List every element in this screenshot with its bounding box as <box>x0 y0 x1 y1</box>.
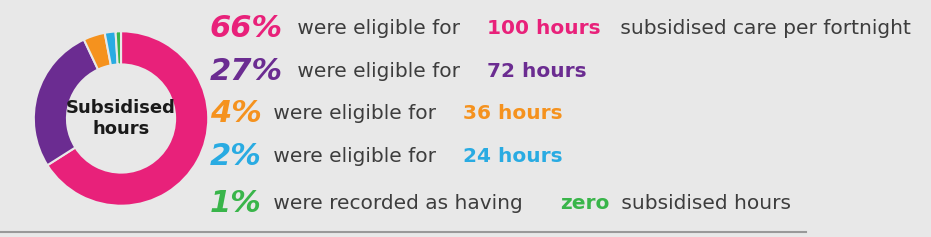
Text: 100 hours: 100 hours <box>487 19 600 38</box>
Text: 66%: 66% <box>209 14 283 43</box>
Text: were eligible for: were eligible for <box>267 104 443 123</box>
Text: 72 hours: 72 hours <box>487 62 587 81</box>
Wedge shape <box>115 31 121 64</box>
Text: 24 hours: 24 hours <box>464 147 563 166</box>
Text: 4%: 4% <box>209 99 262 128</box>
Text: Subsidised
hours: Subsidised hours <box>66 99 176 138</box>
Wedge shape <box>84 33 111 70</box>
Text: subsidised care per fortnight: subsidised care per fortnight <box>614 19 911 38</box>
Text: 1%: 1% <box>209 189 262 218</box>
Text: 2%: 2% <box>209 142 262 171</box>
Text: 36 hours: 36 hours <box>464 104 563 123</box>
Text: were eligible for: were eligible for <box>291 62 466 81</box>
Text: were eligible for: were eligible for <box>267 147 443 166</box>
Wedge shape <box>104 32 117 65</box>
Text: 27%: 27% <box>209 57 283 86</box>
Text: were eligible for: were eligible for <box>291 19 466 38</box>
Text: subsidised hours: subsidised hours <box>615 194 791 213</box>
Text: were recorded as having: were recorded as having <box>267 194 530 213</box>
Text: zero: zero <box>560 194 610 213</box>
Wedge shape <box>47 31 209 206</box>
Wedge shape <box>34 40 98 165</box>
